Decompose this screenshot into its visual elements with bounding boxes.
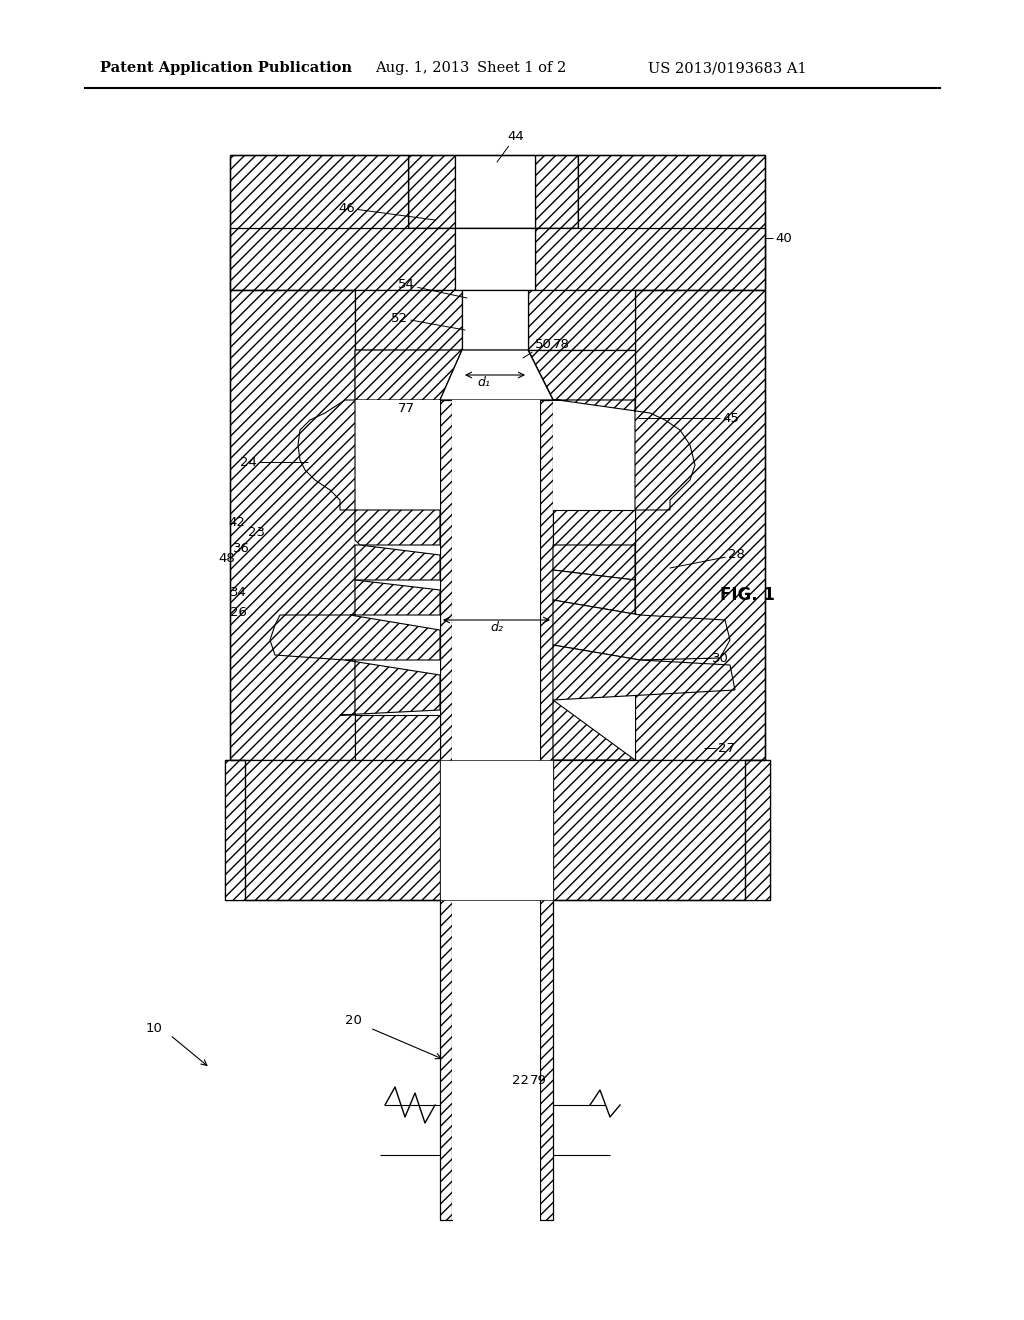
Text: 50: 50	[523, 338, 552, 358]
Text: 23: 23	[248, 525, 265, 539]
Polygon shape	[440, 350, 553, 400]
Polygon shape	[553, 601, 730, 660]
Text: 52: 52	[391, 312, 465, 330]
Text: 54: 54	[398, 279, 467, 298]
Text: 48: 48	[218, 552, 234, 565]
Text: 42: 42	[228, 516, 245, 528]
Polygon shape	[440, 760, 553, 900]
Polygon shape	[553, 400, 695, 510]
Text: US 2013/0193683 A1: US 2013/0193683 A1	[648, 61, 807, 75]
Text: 46: 46	[338, 202, 435, 220]
Polygon shape	[553, 570, 640, 615]
Polygon shape	[553, 645, 735, 700]
Text: Sheet 1 of 2: Sheet 1 of 2	[477, 61, 566, 75]
Polygon shape	[535, 154, 578, 228]
Polygon shape	[553, 700, 635, 760]
Text: 78: 78	[553, 338, 570, 351]
Polygon shape	[553, 545, 635, 579]
Text: 27: 27	[718, 742, 735, 755]
Text: 40: 40	[775, 231, 792, 244]
Polygon shape	[535, 228, 765, 290]
Polygon shape	[440, 400, 452, 1220]
Polygon shape	[355, 545, 440, 579]
Polygon shape	[408, 154, 455, 228]
Polygon shape	[553, 400, 635, 760]
Polygon shape	[553, 510, 635, 545]
Text: 45: 45	[722, 412, 739, 425]
Text: 24: 24	[240, 455, 257, 469]
Polygon shape	[225, 760, 245, 900]
Polygon shape	[745, 760, 770, 900]
Polygon shape	[340, 660, 440, 715]
Text: FIG. 1: FIG. 1	[720, 586, 775, 605]
Polygon shape	[355, 510, 440, 545]
Polygon shape	[355, 715, 440, 760]
Text: d₂: d₂	[490, 620, 504, 634]
Polygon shape	[230, 290, 355, 760]
Polygon shape	[540, 400, 553, 1220]
Text: 30: 30	[712, 652, 729, 664]
Text: 34: 34	[230, 586, 247, 598]
Polygon shape	[270, 615, 440, 660]
Polygon shape	[462, 290, 528, 350]
Polygon shape	[452, 400, 540, 1220]
Text: 28: 28	[670, 549, 744, 568]
Polygon shape	[230, 154, 408, 290]
Text: 44: 44	[497, 131, 523, 162]
Polygon shape	[298, 400, 355, 510]
Polygon shape	[635, 290, 765, 760]
Polygon shape	[455, 154, 535, 228]
Polygon shape	[578, 154, 765, 290]
Text: Aug. 1, 2013: Aug. 1, 2013	[375, 61, 469, 75]
Polygon shape	[230, 228, 455, 290]
Polygon shape	[553, 760, 770, 900]
Polygon shape	[528, 350, 635, 400]
Polygon shape	[355, 290, 462, 350]
Text: 10: 10	[145, 1022, 162, 1035]
Text: 26: 26	[230, 606, 247, 619]
Polygon shape	[225, 760, 440, 900]
Polygon shape	[455, 228, 535, 290]
Text: 79: 79	[530, 1073, 547, 1086]
Text: 22: 22	[512, 1073, 529, 1086]
Text: 36: 36	[233, 541, 250, 554]
Polygon shape	[355, 350, 462, 400]
Text: Patent Application Publication: Patent Application Publication	[100, 61, 352, 75]
Polygon shape	[350, 579, 440, 615]
Polygon shape	[355, 400, 440, 760]
Text: d₁: d₁	[477, 376, 490, 389]
Text: 77: 77	[398, 401, 415, 414]
Text: 20: 20	[345, 1014, 362, 1027]
Polygon shape	[528, 290, 635, 350]
